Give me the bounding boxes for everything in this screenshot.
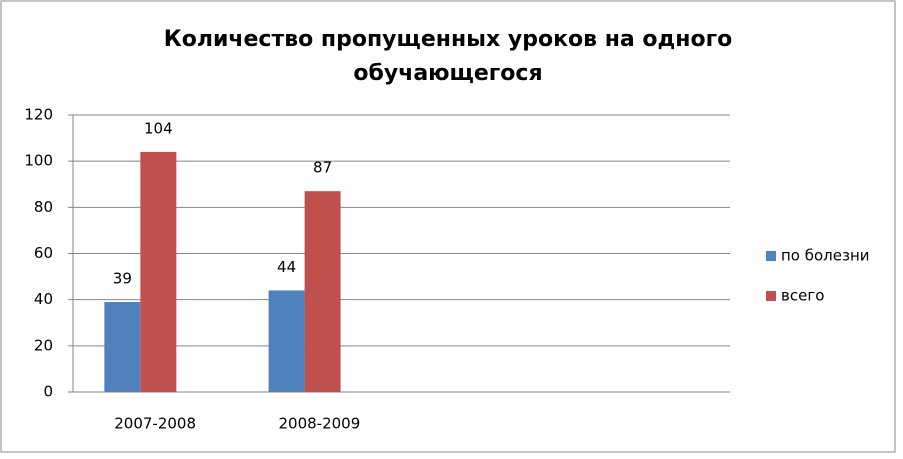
x-tick-label: 2008-2009 bbox=[278, 415, 360, 433]
y-tick-label: 60 bbox=[34, 244, 53, 262]
legend-label: по болезни bbox=[781, 247, 870, 265]
y-tick-label: 80 bbox=[34, 198, 53, 216]
y-tick-label: 100 bbox=[24, 152, 53, 170]
y-tick-label: 120 bbox=[24, 106, 53, 124]
bar bbox=[140, 151, 177, 392]
chart-title: Количество пропущенных уроков на одного bbox=[164, 27, 732, 52]
legend-swatch bbox=[766, 251, 776, 261]
legend-swatch bbox=[766, 291, 776, 301]
data-label: 87 bbox=[313, 159, 332, 177]
data-label: 104 bbox=[144, 119, 173, 137]
data-label: 39 bbox=[113, 269, 132, 287]
legend-label: всего bbox=[781, 287, 824, 305]
bar bbox=[268, 290, 305, 392]
y-tick-label: 40 bbox=[34, 290, 53, 308]
chart-title: обучающегося bbox=[353, 61, 542, 86]
y-tick-label: 0 bbox=[43, 383, 53, 401]
bar bbox=[104, 301, 141, 392]
data-label: 44 bbox=[277, 258, 296, 276]
bar bbox=[304, 191, 341, 392]
x-tick-label: 2007-2008 bbox=[114, 415, 196, 433]
y-tick-label: 20 bbox=[34, 336, 53, 354]
